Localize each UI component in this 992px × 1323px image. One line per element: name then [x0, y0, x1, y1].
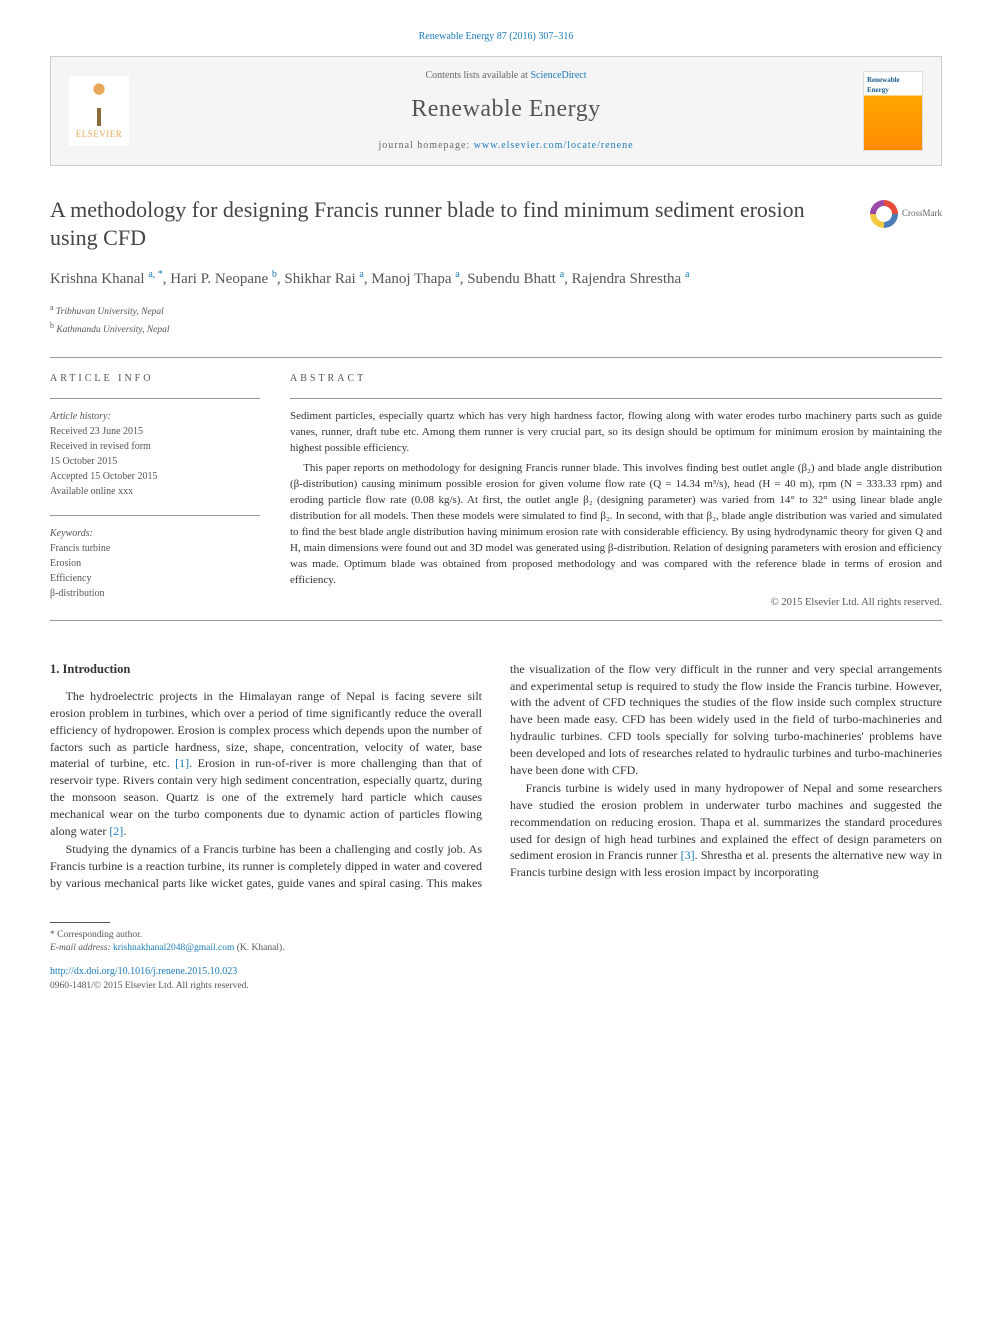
divider	[50, 620, 942, 621]
doi-link[interactable]: http://dx.doi.org/10.1016/j.renene.2015.…	[50, 966, 237, 977]
history-label: Article history:	[50, 411, 111, 422]
email-suffix: (K. Khanal).	[234, 943, 284, 953]
abstract-paragraph-1: Sediment particles, especially quartz wh…	[290, 409, 942, 457]
abstract-copyright: © 2015 Elsevier Ltd. All rights reserved…	[290, 595, 942, 610]
citation-link[interactable]: [1]	[175, 756, 189, 770]
sciencedirect-link[interactable]: ScienceDirect	[530, 70, 586, 81]
history-line: Available online xxx	[50, 486, 133, 497]
article-history: Article history: Received 23 June 2015 Re…	[50, 398, 260, 499]
journal-name: Renewable Energy	[149, 93, 863, 127]
publisher-name: ELSEVIER	[76, 128, 123, 141]
abstract-text: Sediment particles, especially quartz wh…	[290, 398, 942, 610]
header-center: Contents lists available at ScienceDirec…	[149, 69, 863, 153]
affiliations: a Tribhuvan University, Nepalb Kathmandu…	[50, 302, 942, 337]
abstract-paragraph-2: This paper reports on methodology for de…	[290, 461, 942, 589]
issn-copyright: 0960-1481/© 2015 Elsevier Ltd. All right…	[50, 980, 942, 993]
keyword: Francis turbine	[50, 543, 110, 554]
keyword: β-distribution	[50, 588, 105, 599]
contents-prefix: Contents lists available at	[425, 70, 530, 81]
keyword: Erosion	[50, 558, 81, 569]
history-line: Received in revised form	[50, 441, 151, 452]
keyword: Efficiency	[50, 573, 91, 584]
title-row: A methodology for designing Francis runn…	[50, 196, 942, 253]
corresponding-author-note: * Corresponding author.	[50, 929, 942, 942]
crossmark-badge[interactable]: CrossMark	[870, 200, 942, 228]
article-info-header: ARTICLE INFO	[50, 372, 260, 386]
crossmark-icon	[870, 200, 898, 228]
citation-link[interactable]: [3]	[681, 848, 695, 862]
section-number: 1.	[50, 662, 59, 676]
email-link[interactable]: krishnakhanal2048@gmail.com	[113, 943, 234, 953]
journal-homepage-link[interactable]: www.elsevier.com/locate/renene	[474, 140, 634, 151]
abstract-column: ABSTRACT Sediment particles, especially …	[290, 372, 942, 610]
section-title: Introduction	[63, 662, 131, 676]
history-line: 15 October 2015	[50, 456, 117, 467]
footnote-divider	[50, 922, 110, 923]
contents-available-line: Contents lists available at ScienceDirec…	[149, 69, 863, 83]
journal-header: ELSEVIER Contents lists available at Sci…	[50, 56, 942, 166]
page-footer: * Corresponding author. E-mail address: …	[50, 922, 942, 993]
keywords-label: Keywords:	[50, 528, 93, 539]
crossmark-label: CrossMark	[902, 207, 942, 220]
article-info-column: ARTICLE INFO Article history: Received 2…	[50, 372, 260, 610]
abstract-header: ABSTRACT	[290, 372, 942, 386]
corresponding-email-line: E-mail address: krishnakhanal2048@gmail.…	[50, 942, 942, 955]
journal-cover-thumbnail	[863, 71, 923, 151]
email-label: E-mail address:	[50, 943, 113, 953]
citation-line: Renewable Energy 87 (2016) 307–316	[50, 30, 942, 44]
history-line: Received 23 June 2015	[50, 426, 143, 437]
article-title: A methodology for designing Francis runn…	[50, 196, 850, 253]
citation-link[interactable]: [2]	[109, 824, 123, 838]
keywords-block: Keywords: Francis turbine Erosion Efficien…	[50, 515, 260, 601]
elsevier-logo: ELSEVIER	[69, 76, 129, 146]
journal-homepage-line: journal homepage: www.elsevier.com/locat…	[149, 139, 863, 153]
body-text: .	[123, 824, 126, 838]
homepage-prefix: journal homepage:	[378, 140, 473, 151]
body-paragraph: The hydroelectric projects in the Himala…	[50, 688, 482, 839]
article-info-row: ARTICLE INFO Article history: Received 2…	[50, 372, 942, 610]
elsevier-tree-icon	[79, 81, 119, 126]
doi-line: http://dx.doi.org/10.1016/j.renene.2015.…	[50, 965, 942, 979]
author-list: Krishna Khanal a, *, Hari P. Neopane b, …	[50, 267, 942, 291]
section-heading: 1. Introduction	[50, 661, 482, 679]
divider	[50, 357, 942, 358]
body-paragraph: Francis turbine is widely used in many h…	[510, 780, 942, 881]
article-body: 1. Introduction The hydroelectric projec…	[50, 661, 942, 892]
history-line: Accepted 15 October 2015	[50, 471, 157, 482]
